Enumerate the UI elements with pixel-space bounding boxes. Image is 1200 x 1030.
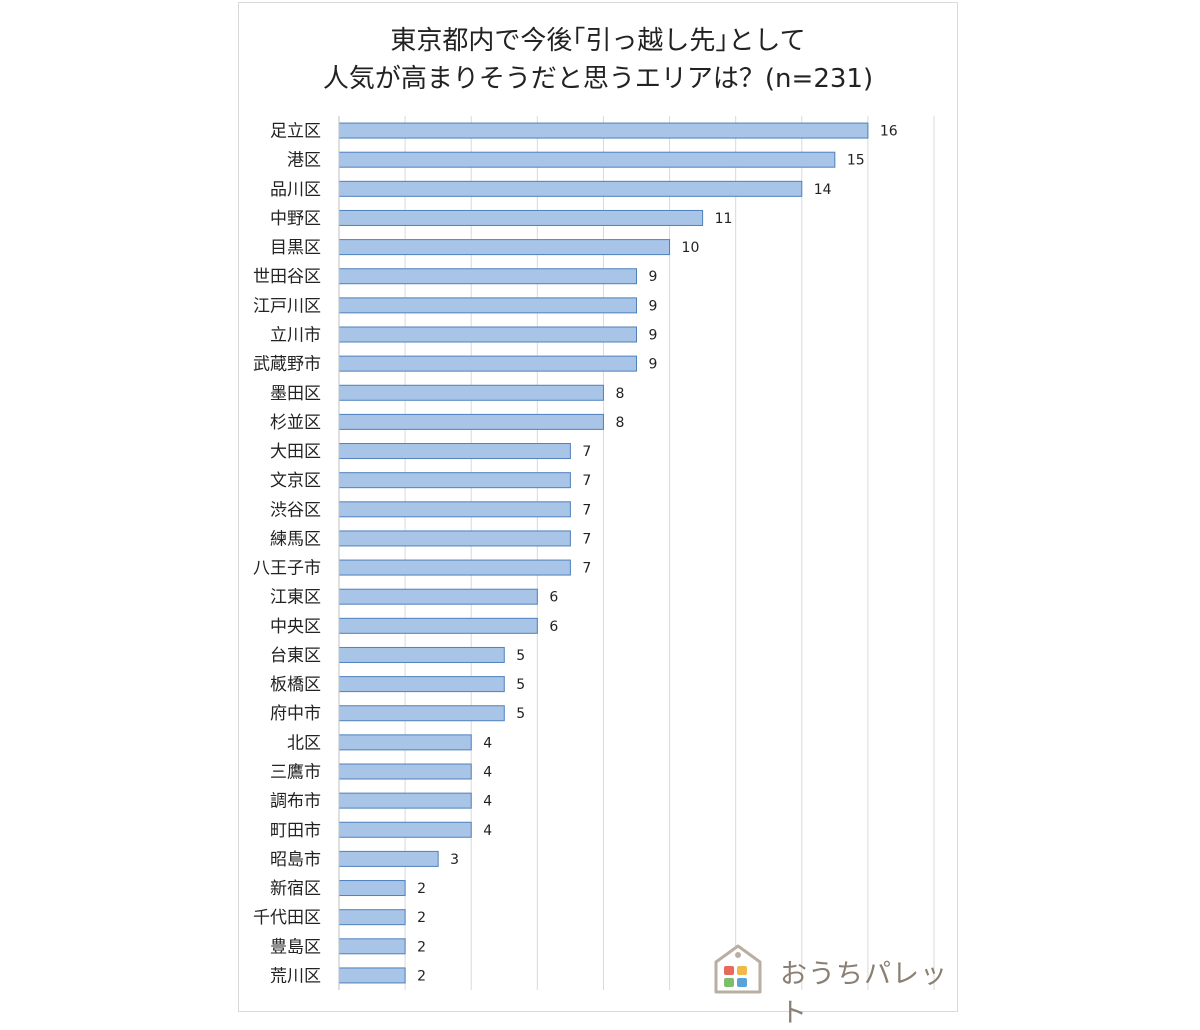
data-label: 15 <box>847 153 865 169</box>
data-label: 5 <box>516 648 525 664</box>
category-label: 府中市 <box>270 704 321 724</box>
bar-15 <box>338 530 571 547</box>
category-label: 目黒区 <box>270 238 321 258</box>
bar-2 <box>338 151 836 168</box>
category-label: 江戸川区 <box>253 296 321 316</box>
data-label: 5 <box>516 706 525 722</box>
data-label: 9 <box>649 328 658 344</box>
bar-28 <box>338 909 406 926</box>
data-label: 9 <box>649 269 658 285</box>
category-label: 文京区 <box>270 471 321 491</box>
category-label: 足立区 <box>270 122 321 142</box>
category-label: 板橋区 <box>270 675 321 695</box>
bar-13 <box>338 472 571 489</box>
category-label: 港区 <box>287 151 321 171</box>
data-label: 4 <box>483 794 492 810</box>
bar-4 <box>338 209 704 226</box>
chart-title-line-1: 東京都内で今後｢引っ越し先｣として <box>390 26 806 56</box>
category-label: 大田区 <box>270 442 321 462</box>
bar-20 <box>338 676 505 693</box>
data-label: 4 <box>483 735 492 751</box>
bar-3 <box>338 180 803 197</box>
category-label: 江東区 <box>270 588 321 608</box>
bar-11 <box>338 413 604 430</box>
data-label: 11 <box>715 211 733 227</box>
data-label: 2 <box>417 881 426 897</box>
bar-10 <box>338 384 604 401</box>
category-label: 千代田区 <box>253 908 321 928</box>
data-label: 10 <box>682 240 700 256</box>
bar-29 <box>338 938 406 955</box>
data-label: 7 <box>582 473 591 489</box>
category-label: 渋谷区 <box>270 500 321 520</box>
bar-9 <box>338 355 637 372</box>
data-label: 8 <box>615 415 624 431</box>
data-label: 14 <box>814 182 832 198</box>
bar-1 <box>338 122 869 139</box>
brand-logo-text: おうちパレット <box>780 959 948 1029</box>
bar-5 <box>338 239 671 256</box>
bar-17 <box>338 588 538 605</box>
category-label: 荒川区 <box>270 966 321 986</box>
category-label: 品川区 <box>270 180 321 200</box>
bar-24 <box>338 792 472 809</box>
data-label: 9 <box>649 298 658 314</box>
bar-26 <box>338 850 439 867</box>
bar-19 <box>338 646 505 663</box>
house-palette-icon <box>714 944 762 994</box>
category-label: 立川市 <box>270 326 321 346</box>
category-label: 八王子市 <box>253 559 321 579</box>
data-label: 4 <box>483 765 492 781</box>
bar-30 <box>338 967 406 984</box>
category-label: 練馬区 <box>270 529 321 549</box>
data-label: 4 <box>483 823 492 839</box>
bar-25 <box>338 821 472 838</box>
category-label: 町田市 <box>270 821 321 841</box>
brand-logo: おうちパレット <box>710 940 950 1029</box>
chart-title-line-2: 人気が高まりそうだと思うエリアは？(n=231) <box>322 64 874 94</box>
bar-18 <box>338 617 538 634</box>
data-label: 7 <box>582 561 591 577</box>
bar-16 <box>338 559 571 576</box>
bar-22 <box>338 734 472 751</box>
data-label: 2 <box>417 939 426 955</box>
data-label: 3 <box>450 852 459 868</box>
bar-21 <box>338 705 505 722</box>
data-label: 6 <box>549 619 558 635</box>
bar-7 <box>338 297 637 314</box>
category-label: 豊島区 <box>270 937 321 957</box>
category-label: 墨田区 <box>270 384 321 404</box>
data-label: 5 <box>516 677 525 693</box>
data-label: 2 <box>417 910 426 926</box>
data-label: 7 <box>582 502 591 518</box>
bar-8 <box>338 326 637 343</box>
category-label: 中央区 <box>270 617 321 637</box>
category-label: 三鷹市 <box>270 762 321 783</box>
bar-12 <box>338 443 571 460</box>
category-label: 台東区 <box>270 646 321 666</box>
bar-23 <box>338 763 472 780</box>
data-label: 7 <box>582 531 591 547</box>
data-label: 16 <box>880 124 898 140</box>
category-label: 調布市 <box>270 792 321 812</box>
category-label: 北区 <box>287 733 321 753</box>
category-label: 昭島市 <box>270 850 321 870</box>
data-label: 9 <box>649 357 658 373</box>
category-label: 武蔵野市 <box>253 355 321 375</box>
bar-14 <box>338 501 571 518</box>
data-label: 8 <box>615 386 624 402</box>
data-label: 7 <box>582 444 591 460</box>
category-label: 世田谷区 <box>253 267 321 287</box>
category-label: 新宿区 <box>270 879 321 899</box>
data-label: 2 <box>417 968 426 984</box>
category-label: 杉並区 <box>270 413 321 433</box>
bar-27 <box>338 880 406 897</box>
category-label: 中野区 <box>270 209 321 229</box>
data-label: 6 <box>549 590 558 606</box>
bar-6 <box>338 268 637 285</box>
